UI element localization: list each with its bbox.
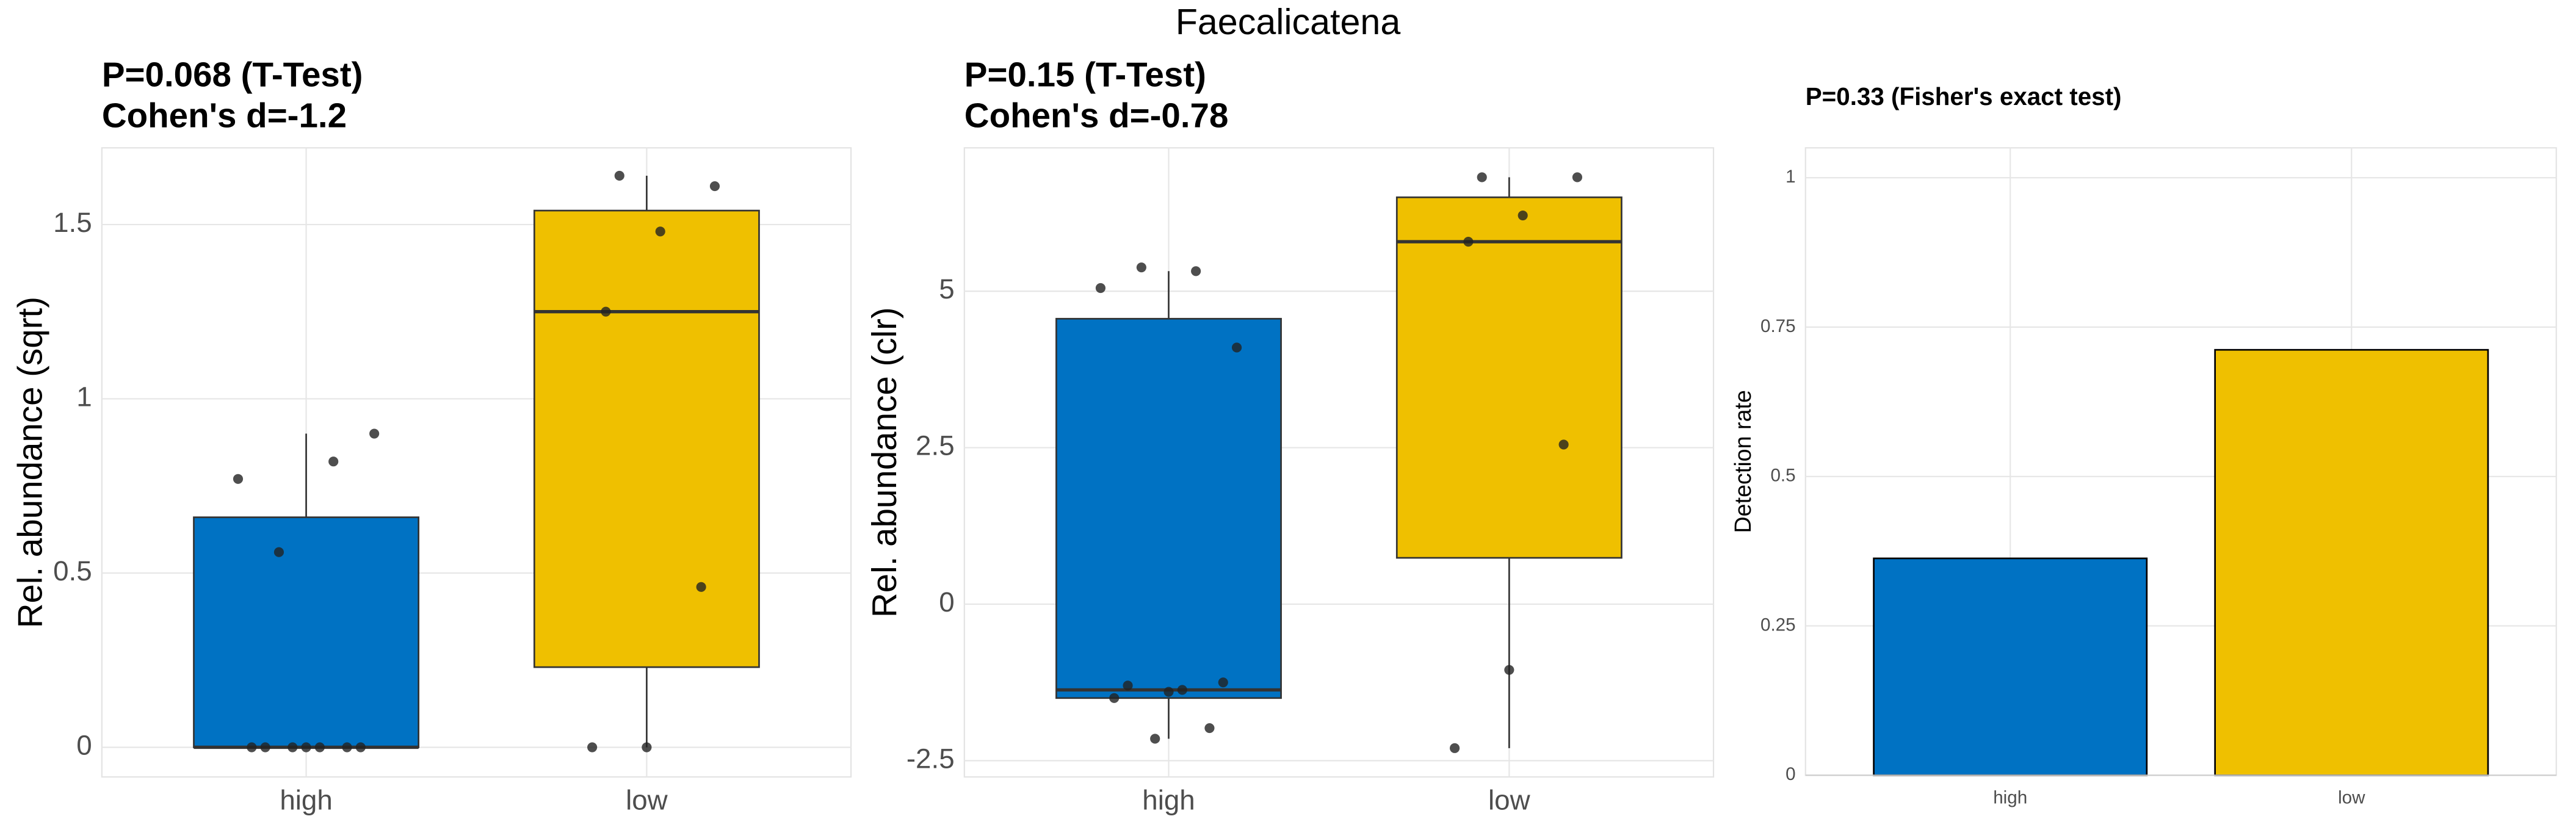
- y-tick-label: 0: [76, 730, 92, 761]
- data-point: [1150, 734, 1160, 744]
- panel-title: Cohen's d=-1.2: [102, 96, 347, 135]
- x-tick-label: high: [1142, 785, 1195, 816]
- y-axis-label: Detection rate: [1730, 390, 1756, 533]
- data-point: [273, 547, 284, 557]
- data-point: [642, 742, 652, 752]
- data-point: [1572, 172, 1582, 182]
- data-point: [1463, 237, 1474, 247]
- panel-frame: [963, 147, 1715, 778]
- box: [1395, 196, 1623, 559]
- data-point: [1177, 685, 1187, 695]
- y-tick-label: 1: [1785, 167, 1795, 187]
- panel-frame: [101, 147, 852, 778]
- y-tick-label: 0.25: [1760, 615, 1796, 635]
- bar: [2214, 348, 2489, 776]
- y-tick-label: 1.5: [53, 207, 92, 238]
- panel-title: Cohen's d=-0.78: [964, 96, 1229, 135]
- data-point: [301, 742, 311, 752]
- data-point: [1218, 677, 1228, 688]
- data-point: [314, 742, 325, 752]
- data-point: [342, 742, 352, 752]
- data-point: [1504, 665, 1514, 675]
- data-point: [369, 428, 380, 439]
- x-tick-label: low: [2338, 787, 2365, 807]
- box: [533, 209, 760, 668]
- y-tick-label: 2.5: [916, 430, 955, 461]
- data-point: [1518, 210, 1528, 221]
- data-point: [696, 582, 706, 592]
- y-axis-label: Rel. abundance (clr): [865, 307, 903, 618]
- figure-title: Faecalicatena: [1176, 1, 1401, 42]
- x-tick-label: low: [626, 785, 668, 816]
- data-point: [288, 742, 298, 752]
- y-tick-label: 0: [1785, 764, 1795, 784]
- panel-title: P=0.068 (T-Test): [102, 55, 363, 93]
- data-point: [1450, 743, 1460, 753]
- y-tick-label: 0.5: [53, 555, 92, 586]
- y-tick-label: 0.5: [1770, 466, 1795, 486]
- bar: [1873, 557, 2148, 776]
- data-point: [1136, 262, 1146, 273]
- y-tick-label: 5: [939, 273, 954, 305]
- data-point: [1558, 439, 1569, 450]
- data-point: [614, 170, 624, 181]
- data-point: [1163, 687, 1174, 697]
- data-point: [355, 742, 366, 752]
- data-point: [260, 742, 270, 752]
- data-point: [655, 226, 665, 237]
- data-point: [233, 474, 244, 484]
- y-tick-label: -2.5: [906, 743, 955, 774]
- data-point: [1477, 172, 1487, 182]
- data-point: [1232, 342, 1242, 353]
- data-point: [1109, 693, 1120, 703]
- panel-title: P=0.33 (Fisher's exact test): [1806, 82, 2122, 110]
- box: [193, 516, 419, 748]
- panel-title: P=0.15 (T-Test): [964, 55, 1206, 93]
- box: [1055, 317, 1282, 699]
- y-tick-label: 0.75: [1760, 316, 1796, 336]
- data-point: [601, 306, 611, 317]
- data-point: [1204, 723, 1215, 734]
- data-point: [1123, 680, 1133, 691]
- data-point: [587, 742, 598, 752]
- data-point: [1191, 266, 1201, 276]
- data-point: [328, 457, 339, 467]
- y-tick-label: 1: [76, 381, 92, 413]
- y-axis-label: Rel. abundance (sqrt): [11, 297, 49, 628]
- data-point: [1095, 283, 1106, 294]
- x-tick-label: high: [280, 785, 332, 816]
- data-point: [709, 181, 720, 192]
- data-point: [247, 742, 257, 752]
- y-tick-label: 0: [939, 586, 954, 618]
- x-tick-label: high: [1993, 787, 2027, 807]
- x-tick-label: low: [1488, 785, 1531, 816]
